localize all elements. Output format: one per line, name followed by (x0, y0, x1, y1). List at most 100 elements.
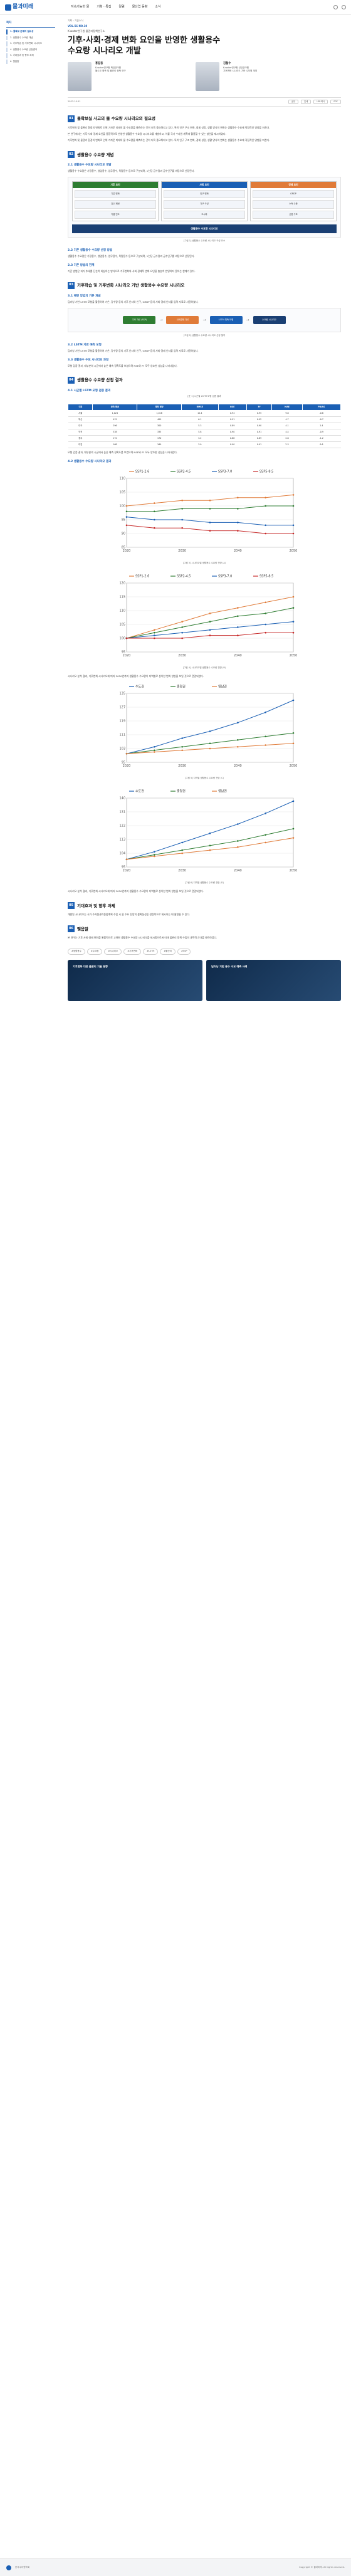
nav-item[interactable]: 기획 · 특집 (97, 4, 112, 9)
data-point (209, 500, 211, 502)
paragraph: 시나리오 분석 결과, 기후변화 시나리오에 따라 2050년까지 생활용수 수… (68, 890, 204, 893)
menu-icon[interactable] (342, 5, 346, 9)
tag[interactable]: #기후변화 (123, 949, 142, 955)
legend-label: 충청권 (177, 789, 186, 793)
author-desc: 기후변화 시나리오 기반 수자원 계획 (223, 70, 258, 73)
data-point (292, 621, 295, 623)
toc-sidebar: 목차 1. 물확보 문제의 필요성 2. 생활용수 수요량 개념 3. 기후학습… (6, 21, 55, 65)
x-tick-label: 2030 (178, 549, 186, 553)
article-main: 기획 › 기술소식 VOL.56 NO.10 K-water연구원 물관리정책연… (67, 19, 342, 1001)
toc-item[interactable]: 1. 물확보 문제의 필요성 (6, 29, 55, 34)
x-tick-label: 2020 (123, 549, 131, 553)
breadcrumb[interactable]: 기획 › 기술소식 (68, 19, 83, 22)
x-tick-label: 2050 (290, 764, 298, 768)
share-button[interactable]: 공유 (288, 99, 299, 104)
nav-item[interactable]: 물산업 동향 (132, 4, 148, 9)
table-cell: 0.91 (246, 441, 272, 449)
subsection-title: 3.2 LSTM 기반 예측 모형 (68, 343, 102, 347)
site-logo[interactable]: 물과미래 (5, 3, 33, 12)
y-tick-label: 110 (119, 609, 125, 612)
y-tick-label: 103 (119, 747, 125, 751)
y-tick-label: 95 (122, 865, 125, 869)
data-point (125, 505, 128, 507)
nav-item[interactable]: 소식 (155, 4, 161, 9)
tag[interactable]: #생활용수 (68, 949, 85, 955)
tag[interactable]: #LSTM (143, 949, 159, 955)
toc-item[interactable]: 6. 맺음말 (6, 59, 55, 65)
table-cell: 338 (92, 429, 137, 436)
toc-item[interactable]: 2. 생활용수 수요량 개념 (6, 35, 55, 41)
data-point (265, 601, 266, 603)
top-icons (333, 5, 346, 9)
author-list: 홍길동 K-water연구원 책임연구원 물수요 예측 및 물관리 정책 연구 … (68, 61, 341, 91)
data-point (154, 850, 155, 853)
nav-item[interactable]: 칼럼 (118, 4, 125, 9)
search-icon[interactable] (333, 5, 338, 9)
logo-text: 물과미래 (13, 3, 34, 10)
data-point (154, 527, 155, 529)
print-button[interactable]: 인쇄 (301, 99, 312, 104)
data-point (265, 631, 266, 634)
validation-table: 구분 관측 평균 예측 평균 RMSE NSE R² MAE PBIAS 서울 1… (67, 403, 342, 449)
subsection-title: 3.1 패턴 방법의 기본 개념 (68, 294, 101, 298)
data-point (209, 530, 211, 532)
tag[interactable]: #시나리오 (104, 949, 122, 955)
copy-url-button[interactable]: URL복사 (313, 99, 328, 104)
data-point (209, 612, 211, 614)
subsection-title: 2.1 생활용수 수요량 시나리오 개발 (68, 164, 112, 167)
chart-svg: 85 90 95 100 105 110 2020 2030 2040 2050 SSP1-2.6 S… (119, 470, 297, 554)
table-cell: -0.6 (302, 410, 341, 417)
y-tick-label: 120 (119, 581, 125, 585)
toc-item[interactable]: 3. 기후학습 및 기후변화 시나리오 (6, 41, 55, 46)
table-cell: 2.6 (271, 435, 303, 443)
table-caption: [표 1] 시군별 LSTM 모형 검증 결과 (187, 395, 221, 398)
data-point (181, 749, 183, 752)
table-body: 서울 1,024 1,018 12.4 0.94 0.95 9.8 -0.6 부산 412 409 6… (68, 410, 341, 449)
y-tick-label: 115 (119, 595, 125, 599)
related-card[interactable]: 딥러닝 기반 용수 수요 예측 사례 (206, 959, 341, 1001)
data-point (265, 812, 266, 814)
x-tick-label: 2040 (234, 654, 242, 658)
legend-label: SSP2-4.5 (177, 574, 191, 578)
paragraph: 기후변화 및 물관리 환경의 변화로 인해 가까운 미래의 물 수요량을 예측하… (68, 125, 270, 129)
section-number: 02 (68, 151, 75, 159)
table-cell: 170 (137, 435, 182, 443)
diagram-item: GRDP (253, 190, 334, 199)
toc-item[interactable]: 4. 생활용수 수요량 산정결과 (6, 47, 55, 53)
table-header: MAE (271, 403, 303, 411)
tag[interactable]: #수요량 (86, 949, 103, 955)
data-point (292, 836, 295, 839)
table-cell: 409 (137, 416, 182, 423)
data-point (292, 533, 295, 535)
data-point (292, 524, 295, 527)
data-point (209, 621, 211, 623)
y-tick-label: 90 (122, 532, 125, 536)
figure-caption: [그림 1] 생활용수 수요량 시나리오 구성 요소 (183, 239, 226, 243)
toc-item[interactable]: 5. 기대효과 및 향후 과제 (6, 53, 55, 58)
data-point (237, 607, 239, 609)
diagram-item: 도시화 (164, 210, 245, 219)
tag[interactable]: #SSP (177, 949, 191, 955)
related-card[interactable]: 기후변화 대응 물관리 기술 동향 (68, 959, 202, 1001)
pdf-button[interactable]: PDF (330, 99, 341, 104)
data-point (237, 846, 239, 848)
table-row: 부산 412 409 6.1 0.91 0.92 4.7 -0.7 (68, 416, 341, 423)
arrow-right-icon: → (246, 317, 249, 322)
data-point (209, 849, 211, 851)
section-title: 생활용수 수요량 산정 결과 (77, 377, 123, 383)
data-point (209, 634, 211, 636)
data-point (154, 746, 155, 748)
data-point (181, 737, 183, 740)
subsection-title: 3.3 생활용수 수요 시나리오 과정 (68, 358, 109, 362)
table-header: 관측 평균 (92, 403, 138, 411)
y-tick-label: 105 (119, 623, 125, 626)
tag[interactable]: #물관리 (160, 949, 176, 955)
data-point (265, 841, 266, 843)
table-cell: 3.0 (181, 441, 219, 449)
paragraph: 본 연구는 기후·사회·경제 변화를 통합적으로 고려한 생활용수 수요량 시나… (68, 936, 217, 940)
figure-caption: [그림 5] 지역별 생활용수 수요량 전망 (C) (185, 777, 224, 780)
nav-item[interactable]: 지속가능한 물 (71, 4, 90, 9)
section-number: 05 (68, 902, 75, 910)
data-point (292, 742, 295, 745)
data-point (237, 626, 239, 628)
